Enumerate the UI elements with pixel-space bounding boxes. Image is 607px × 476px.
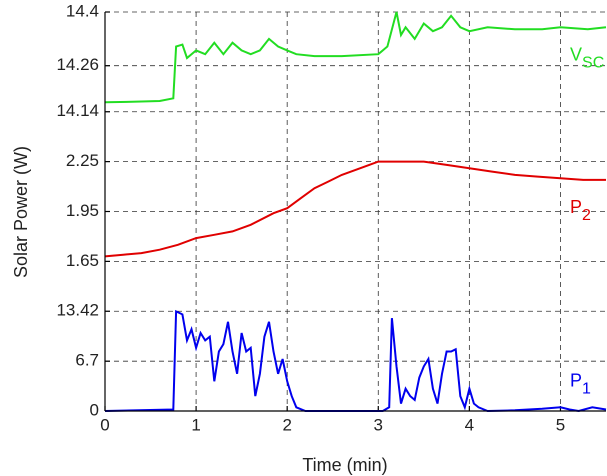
line (104, 11, 607, 104)
x-tick-label: 3 (374, 415, 383, 434)
y-tick-label: 1.95 (66, 201, 99, 220)
y-tick-label: 14.14 (56, 101, 99, 120)
legend-name: V (570, 44, 582, 64)
x-tick-label: 0 (100, 415, 109, 434)
y-axis-label: Solar Power (W) (11, 146, 31, 278)
legend-label: VSC (570, 44, 604, 71)
legend-name: P (570, 370, 582, 390)
legend-label: P2 (570, 197, 591, 224)
legend-subscript: 2 (582, 207, 591, 224)
y-tick-label: 14.26 (56, 55, 99, 74)
legend-label: P1 (570, 370, 591, 397)
y-tick-label: 14.4 (66, 1, 99, 20)
x-tick-label: 4 (465, 415, 474, 434)
x-axis-label: Time (min) (302, 455, 387, 475)
x-tick-label: 5 (556, 415, 565, 434)
y-tick-label: 0 (90, 400, 99, 419)
legend-subscript: SC (582, 55, 604, 72)
y-tick-label: 2.25 (66, 151, 99, 170)
y-tick-label: 13.42 (56, 301, 99, 320)
x-tick-label: 1 (191, 415, 200, 434)
x-tick-label: 2 (282, 415, 291, 434)
legend-name: P (570, 197, 582, 217)
legend-subscript: 1 (582, 381, 591, 398)
y-tick-label: 1.65 (66, 251, 99, 270)
y-tick-label: 6.7 (75, 351, 99, 370)
line (104, 160, 606, 258)
